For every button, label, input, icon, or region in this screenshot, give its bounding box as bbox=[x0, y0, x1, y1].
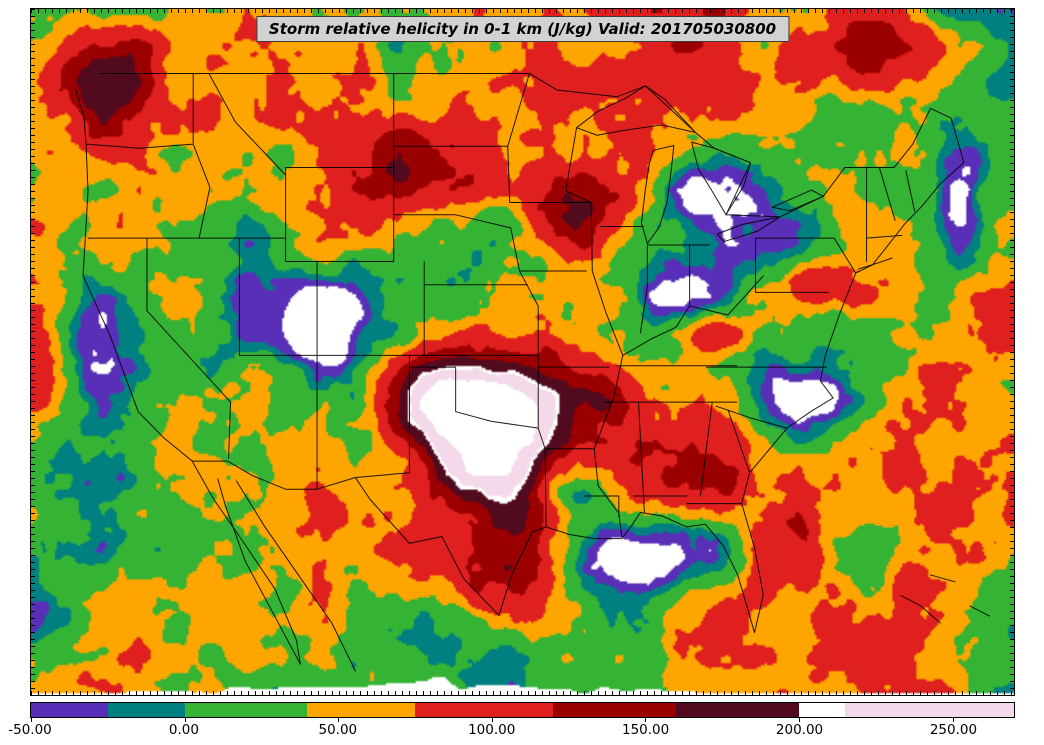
colorbar-segment bbox=[845, 703, 1014, 717]
colorbar-tick-mark bbox=[184, 718, 186, 722]
colorbar-tick-mark bbox=[338, 718, 340, 722]
great-lakes-path bbox=[577, 86, 824, 244]
colorbar-segment bbox=[414, 703, 554, 717]
colorbar bbox=[30, 702, 1015, 722]
colorbar-tick-label: 0.00 bbox=[168, 722, 199, 738]
colorbar-tick-label: 100.00 bbox=[468, 722, 516, 738]
colorbar-tick-labels: -50.00 0.00 50.00 100.00 150.00 200.00 250.00 bbox=[8, 722, 1015, 740]
state-borders-path bbox=[86, 73, 915, 536]
colorbar-segment bbox=[184, 703, 308, 717]
colorbar-tick-mark bbox=[645, 718, 647, 722]
colorbar-segment bbox=[676, 703, 799, 717]
colorbar-segment bbox=[31, 703, 108, 717]
map-borders-overlay bbox=[31, 9, 1014, 695]
colorbar-tick-label: 200.00 bbox=[775, 722, 824, 738]
coastline-path bbox=[75, 88, 964, 671]
map-panel: Storm relative helicity in 0-1 km (J/kg)… bbox=[30, 8, 1015, 696]
colorbar-tick-label: 250.00 bbox=[929, 722, 978, 738]
colorbar-segment bbox=[798, 703, 846, 717]
colorbar-tick-mark bbox=[952, 718, 954, 722]
colorbar-segment bbox=[107, 703, 185, 717]
northern-border-path bbox=[101, 73, 964, 216]
colorbar-tick-mark bbox=[798, 718, 800, 722]
colorbar-tick-mark bbox=[31, 718, 32, 722]
islands-path bbox=[859, 258, 990, 623]
colorbar-tick-mark bbox=[491, 718, 493, 722]
colorbar-segment bbox=[553, 703, 677, 717]
colorbar-tick-label: -50.00 bbox=[8, 722, 52, 738]
helicity-field-canvas bbox=[31, 9, 1014, 695]
map-title: Storm relative helicity in 0-1 km (J/kg)… bbox=[255, 16, 790, 42]
colorbar-tick-label: 150.00 bbox=[622, 722, 670, 738]
colorbar-segment bbox=[307, 703, 415, 717]
colorbar-tick-label: 50.00 bbox=[318, 722, 358, 738]
